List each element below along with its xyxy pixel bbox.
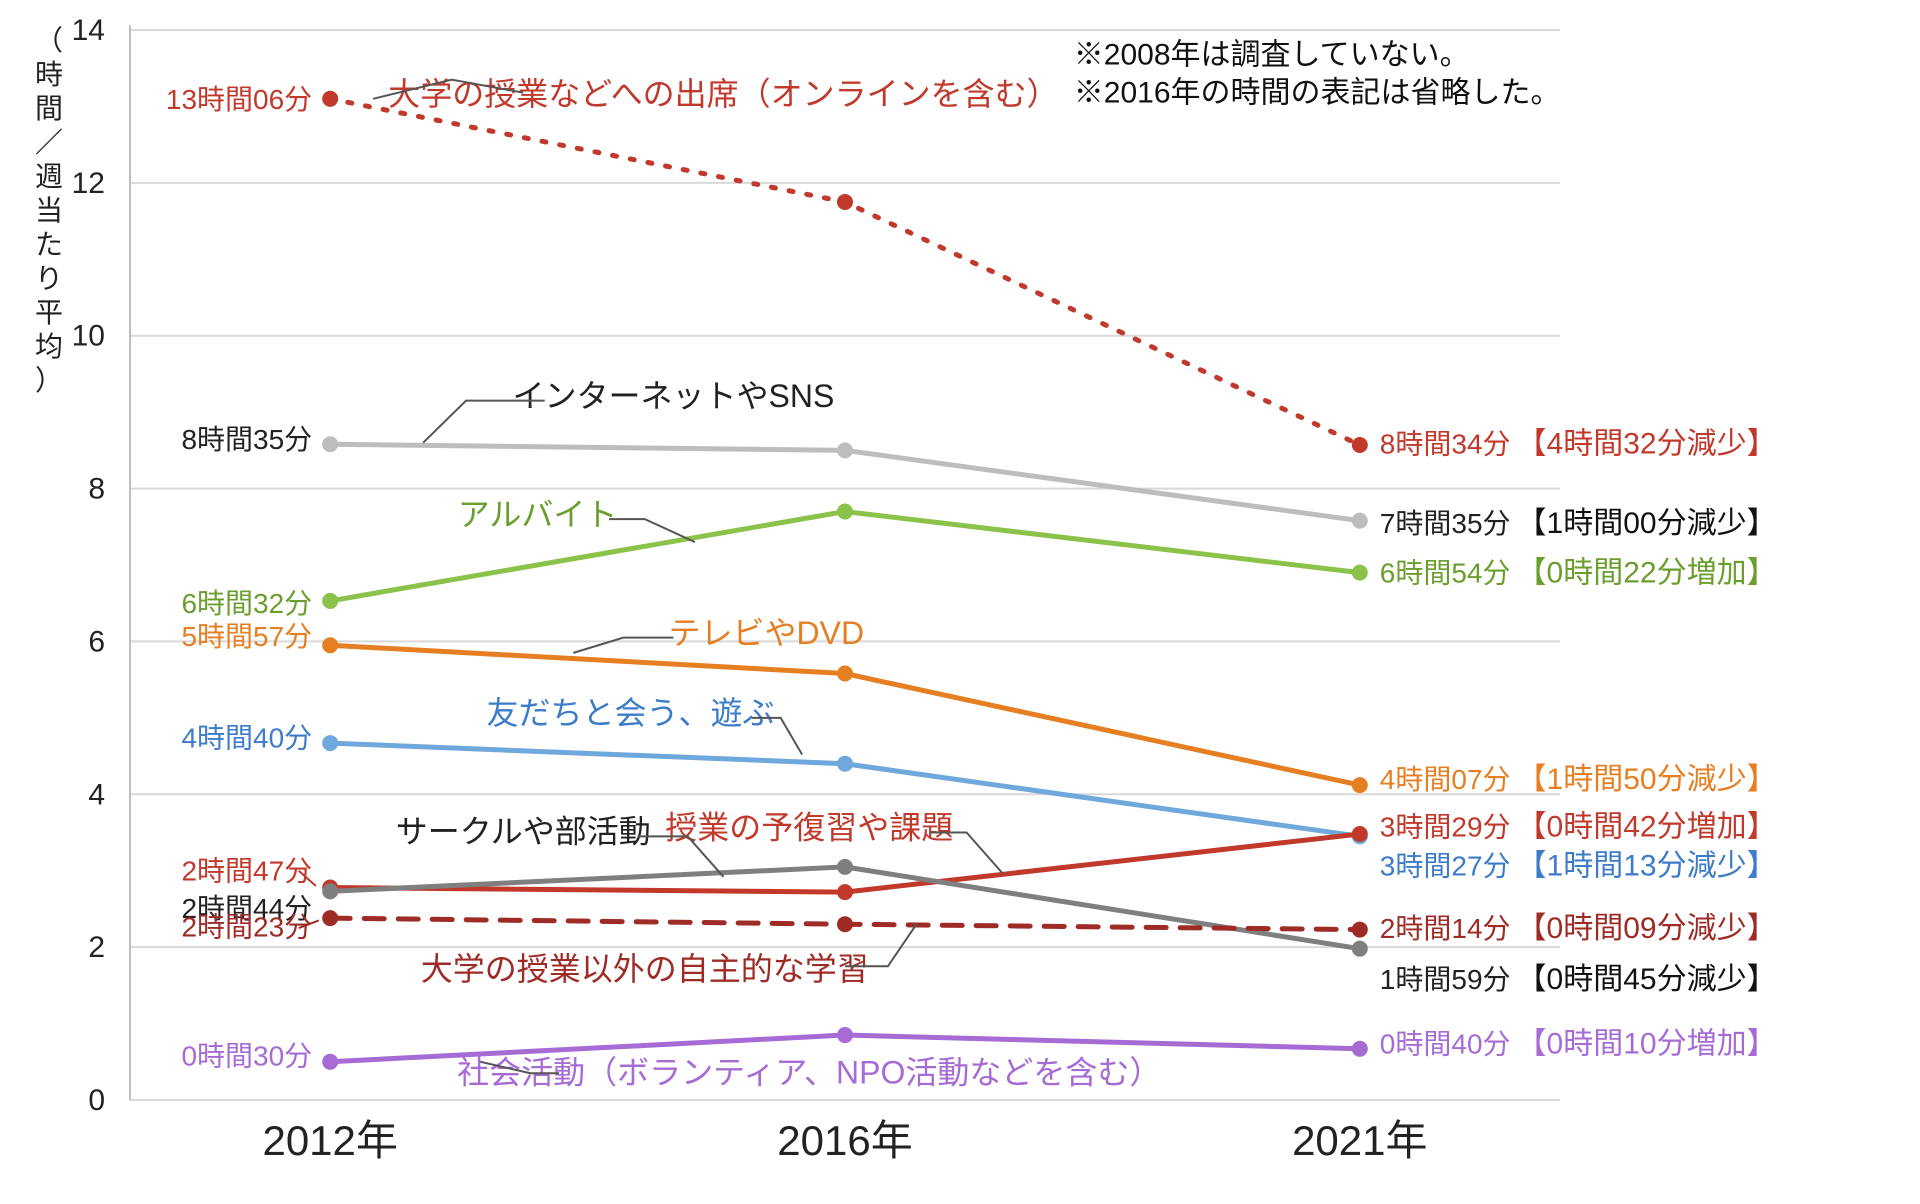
chart-svg: 0 2 4 6 8 10 12 14 （時間／週当たり平均） 2012年 2016年 2021年 ※20… [0,0,1920,1204]
series-marker-attendance [322,91,338,107]
x-category-label: 2012年 [262,1117,397,1164]
end-delta-label-selfstudy: 【0時間09分減少】 [1517,912,1777,945]
series-name-tv: テレビやDVD [669,615,865,651]
series-marker-parttime [322,593,338,609]
start-label-volunteer: 0時間30分 [181,1041,312,1072]
y-tick-label: 12 [72,167,105,200]
series-name-volunteer: 社会活動（ボランティア、NPO活動などを含む） [457,1054,1161,1090]
end-value-label-club: 1時間59分 [1380,964,1511,995]
x-category-label: 2016年 [777,1117,912,1164]
end-value-label-volunteer: 0時間40分 [1380,1028,1511,1059]
series-marker-internet [837,442,853,458]
series-marker-parttime [837,504,853,520]
end-value-label-tv: 4時間07分 [1380,764,1511,795]
series-marker-friends [837,756,853,772]
y-tick-label: 14 [72,14,105,47]
series-name-friends: 友だちと会う、遊ぶ [486,695,774,731]
series-marker-friends [322,735,338,751]
y-axis-title: （時間／週当たり平均） [35,25,63,396]
end-value-label-homework: 3時間29分 [1380,811,1511,842]
series-marker-club [837,859,853,875]
start-label-tv: 5時間57分 [181,621,312,652]
chart-note: ※2016年の時間の表記は省略した。 [1074,76,1561,109]
start-label-selfstudy: 2時間23分 [181,912,312,943]
end-value-label-internet: 7時間35分 [1380,508,1511,539]
series-marker-selfstudy [322,910,338,926]
y-tick-label: 0 [88,1084,105,1117]
end-value-label-attendance: 8時間34分 [1380,428,1511,459]
end-delta-label-internet: 【1時間00分減少】 [1517,507,1777,540]
series-marker-selfstudy [837,916,853,932]
series-name-homework: 授業の予復習や課題 [665,810,953,846]
y-tick-label: 6 [88,625,105,658]
series-marker-tv [837,666,853,682]
end-delta-label-tv: 【1時間50分減少】 [1517,763,1777,796]
series-marker-attendance [1352,437,1368,453]
series-marker-volunteer [837,1027,853,1043]
series-marker-tv [1352,777,1368,793]
series-marker-homework [1352,826,1368,842]
series-marker-parttime [1352,565,1368,581]
time-use-line-chart: 0 2 4 6 8 10 12 14 （時間／週当たり平均） 2012年 2016年 2021年 ※20… [0,0,1920,1204]
y-tick-label: 8 [88,473,105,506]
series-marker-club [322,883,338,899]
series-name-attendance: 大学の授業などへの出席（オンラインを含む） [388,76,1058,112]
series-name-club: サークルや部活動 [396,814,651,850]
y-tick-label: 2 [88,931,105,964]
series-marker-homework [837,884,853,900]
series-marker-club [1352,941,1368,957]
series-name-parttime: アルバイト [458,496,618,532]
end-value-label-selfstudy: 2時間14分 [1380,913,1511,944]
end-delta-label-club: 【0時間45分減少】 [1517,963,1777,996]
end-value-label-friends: 3時間27分 [1380,850,1511,881]
end-delta-label-parttime: 【0時間22分増加】 [1517,557,1777,590]
chart-note: ※2008年は調査していない。 [1074,38,1470,71]
series-marker-volunteer [322,1054,338,1070]
end-delta-label-volunteer: 【0時間10分増加】 [1517,1027,1777,1060]
start-label-parttime: 6時間32分 [181,588,312,619]
series-marker-tv [322,637,338,653]
series-marker-selfstudy [1352,922,1368,938]
y-tick-label: 10 [72,320,105,353]
end-delta-label-friends: 【1時間13分減少】 [1517,849,1777,882]
end-value-label-parttime: 6時間54分 [1380,558,1511,589]
series-marker-volunteer [1352,1041,1368,1057]
series-marker-internet [322,436,338,452]
x-category-label: 2021年 [1292,1117,1427,1164]
series-marker-attendance [837,194,853,210]
start-label-attendance: 13時間06分 [166,84,312,115]
start-label-homework: 2時間47分 [181,856,312,887]
series-name-internet: インターネットやSNS [512,378,834,414]
start-label-internet: 8時間35分 [181,424,312,455]
series-marker-internet [1352,513,1368,529]
end-delta-label-attendance: 【4時間32分減少】 [1517,427,1777,460]
end-delta-label-homework: 【0時間42分増加】 [1517,810,1777,843]
y-tick-label: 4 [88,778,105,811]
series-name-selfstudy: 大学の授業以外の自主的な学習 [421,951,869,987]
start-label-friends: 4時間40分 [181,723,312,754]
